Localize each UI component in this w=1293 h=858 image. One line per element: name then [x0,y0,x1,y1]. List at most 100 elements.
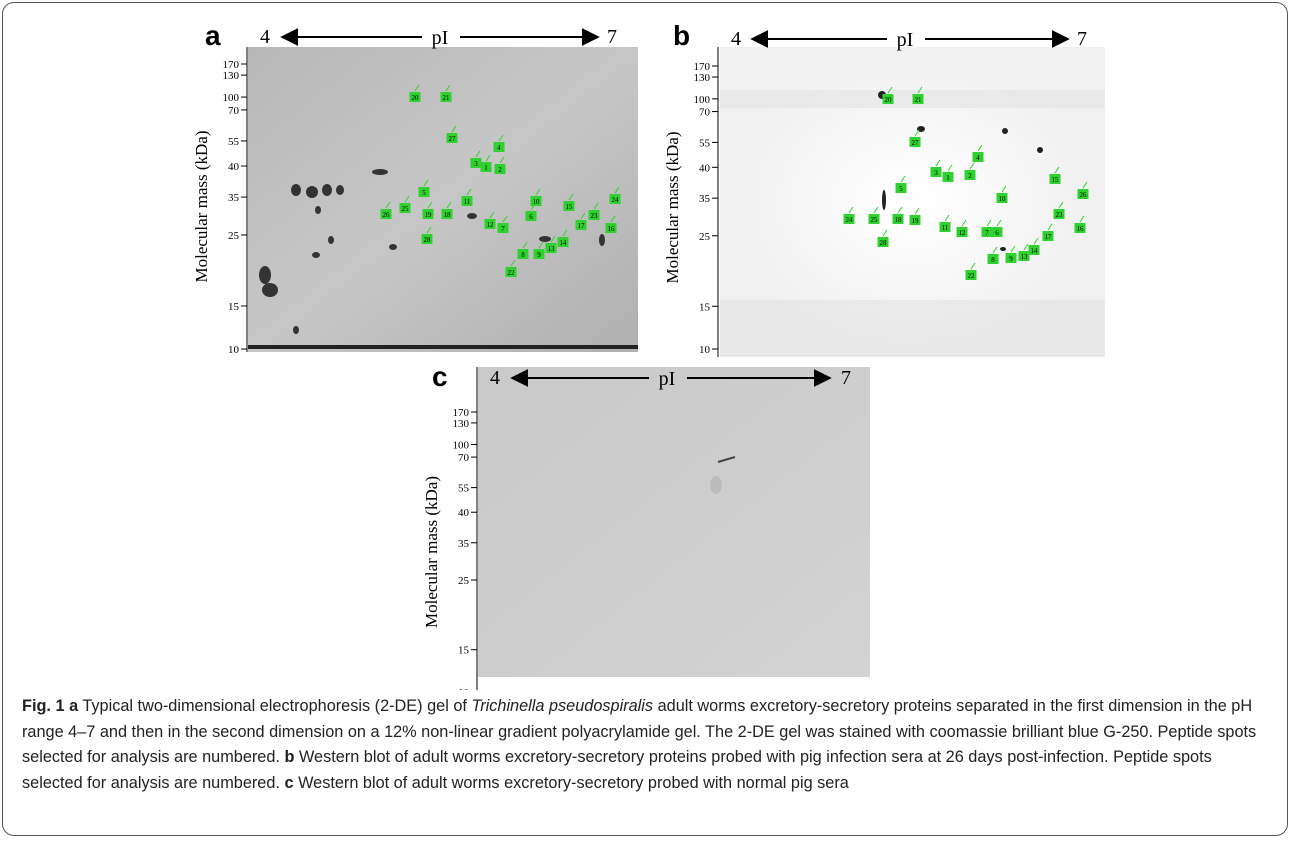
caption-label: Fig. 1 [22,697,65,715]
spot-box [422,209,434,219]
y-tick-label: 35 [458,538,470,550]
spot-label: 23 [591,212,599,220]
spot-leader [897,206,903,214]
y-tick-label: 10 [458,687,470,690]
pi-label: pI [897,29,914,51]
spot-box [909,137,921,147]
spot-label: 18 [444,211,452,219]
spot-label: 23 [1056,211,1064,219]
spot-label: 15 [1052,176,1060,184]
spot-box [996,193,1008,203]
spot-leader [466,188,472,196]
spot-box [964,170,976,180]
spot-leader [1023,243,1029,251]
caption-text: Western blot of adult worms excretory-se… [298,773,849,792]
spot-box [446,133,458,143]
spot-label: 25 [871,216,879,224]
spot-leader [414,84,420,92]
spot-box [1028,245,1040,255]
spot-leader [538,241,544,249]
figure-frame [2,2,1288,836]
spot-label: 19 [912,217,920,225]
spot-label: 28 [880,239,888,247]
pi-label: pI [432,27,449,49]
y-tick-label: 15 [458,645,470,657]
spot-box [1018,251,1030,261]
spot-box [575,220,587,230]
y-tick-label: 170 [694,61,711,73]
spot-leader [502,215,508,223]
spot-box [461,196,473,206]
spot-box [497,223,509,233]
y-tick-label: 100 [453,439,470,451]
spot-leader [970,262,976,270]
panel-letter: b [673,20,690,51]
y-tick-label: 130 [453,418,470,430]
y-axis-label: Molecular mass (kDa) [192,130,211,282]
spot-box [530,196,542,206]
spot-label: 16 [1077,225,1085,233]
figure-caption: Fig. 1 a Typical two-dimensional electro… [22,694,1272,796]
spot-box [843,214,855,224]
spot-leader [499,156,505,164]
spot-box [991,227,1003,237]
spot-box [605,223,617,233]
y-axis-label: Molecular mass (kDa) [422,476,441,628]
gel-image-b [720,47,1105,357]
spot-box [1049,174,1061,184]
spot-leader [550,235,556,243]
spot-label: 8 [991,256,995,264]
spot-label: 10 [533,198,541,206]
caption-panel-letter: b [284,748,295,766]
y-tick-label: 10 [228,344,240,356]
spot-label: 21 [443,94,451,102]
spot-box [1053,209,1065,219]
spot-label: 14 [560,239,568,247]
spot-leader [882,229,888,237]
y-tick-label: 35 [228,192,240,204]
spot-box [942,172,954,182]
pi-min: 4 [260,26,270,48]
spot-box [517,249,529,259]
spot-label: 1 [484,164,488,172]
spot-label: 7 [501,225,505,233]
spot-leader [510,259,516,267]
y-tick-label: 170 [223,59,240,71]
spot-box [882,94,894,104]
caption-panel-letter: c [284,773,294,792]
spot-label: 2 [498,166,502,174]
spot-label: 9 [537,251,541,259]
spot-label: 5 [899,185,903,193]
spot-label: 12 [959,229,967,237]
spot-box [987,254,999,264]
spot-leader [426,226,432,234]
spot-leader [996,219,1002,227]
spot-box [505,267,517,277]
spot-leader [580,212,586,220]
panel-letter: a [205,20,221,51]
spot-box [1005,253,1017,263]
spot-leader [992,246,998,254]
spot-label: 1 [946,174,950,182]
spot-leader [475,150,481,158]
spot-label: 3 [934,169,938,177]
spot-leader [914,207,920,215]
spot-label: 11 [942,224,949,232]
caption-text: Western blot of adult worms excretory-se… [22,748,1212,792]
gel-image-c [478,367,870,677]
spot-leader [385,201,391,209]
y-tick-label: 15 [228,301,240,313]
spot-leader [614,186,620,194]
spot-box [981,227,993,237]
pi-min: 4 [731,28,741,50]
spot-label: 8 [521,251,525,259]
spot-label: 13 [548,245,556,253]
spot-label: 7 [985,229,989,237]
spot-label: 14 [1031,247,1039,255]
spot-label: 20 [885,96,893,104]
spot-label: 10 [999,195,1007,203]
y-tick-label: 130 [223,70,240,82]
spot-label: 28 [424,236,432,244]
spot-leader [961,219,967,227]
